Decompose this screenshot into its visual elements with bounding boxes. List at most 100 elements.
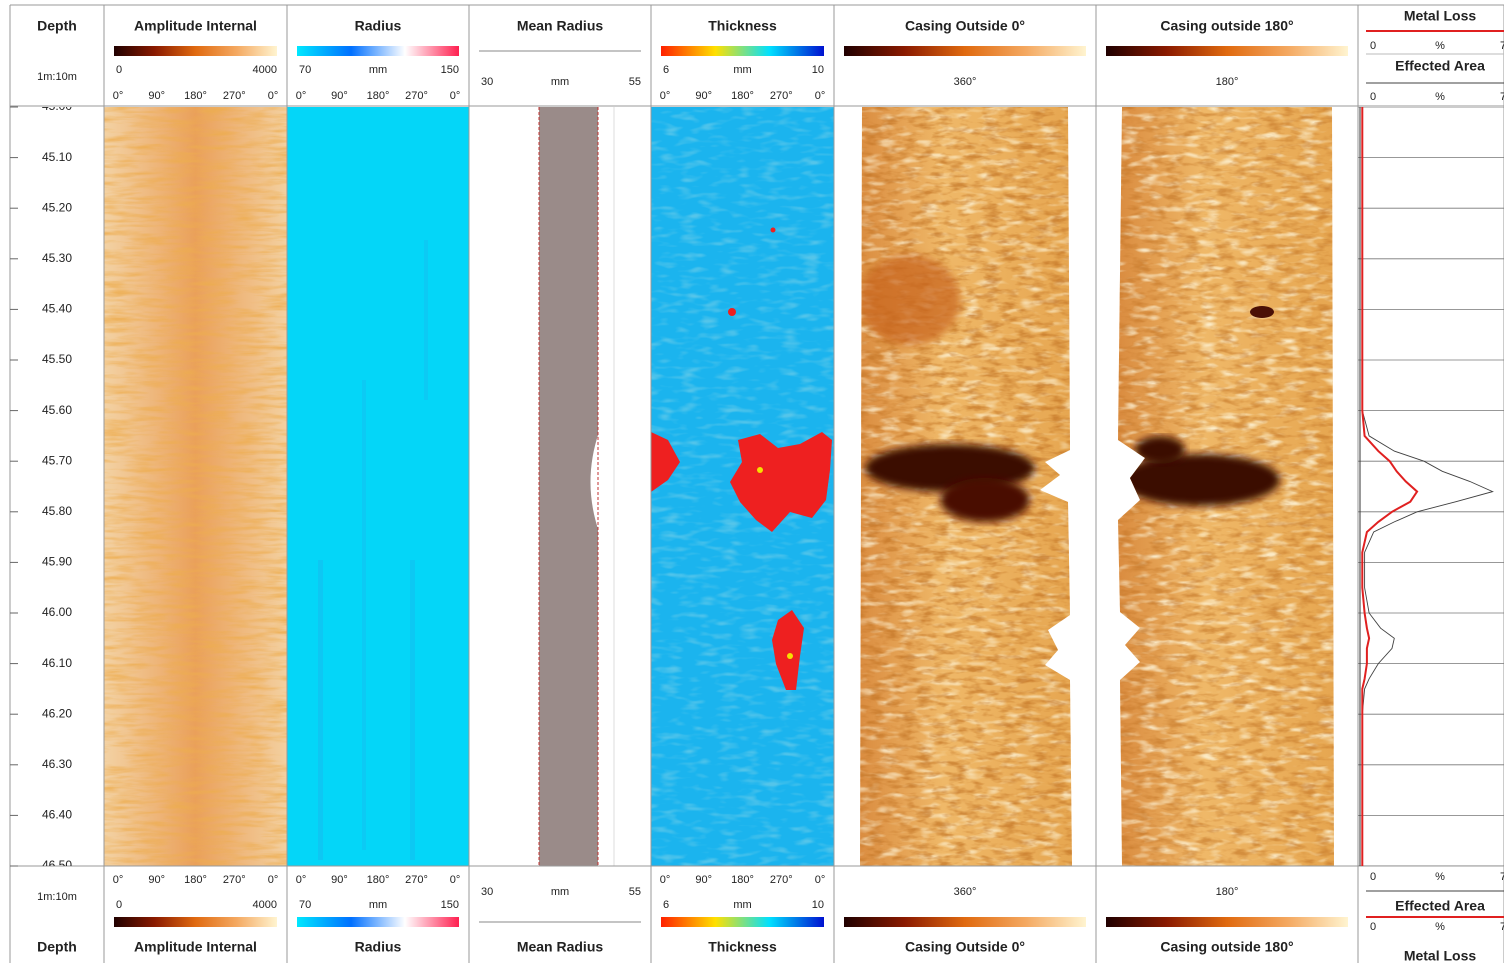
- angle-label: 180°: [184, 90, 207, 102]
- angle-label: 180°: [367, 874, 390, 886]
- angle-label: 90°: [148, 90, 165, 102]
- track-title: Thickness: [708, 939, 777, 955]
- view-label: 180°: [1216, 886, 1239, 898]
- depth-tick-label: 45.80: [42, 504, 72, 518]
- depth-tick-label: 46.10: [42, 656, 72, 670]
- depth-tick-label: 46.30: [42, 757, 72, 771]
- angle-label: 0°: [815, 874, 826, 886]
- angle-label: 0°: [296, 874, 307, 886]
- thickness-defect: [787, 653, 793, 659]
- view-label: 360°: [954, 886, 977, 898]
- scale-unit: mm: [369, 64, 387, 76]
- radius-stripe: [424, 240, 428, 400]
- depth-tick-label: 46.50: [42, 858, 72, 872]
- scale-unit: %: [1435, 40, 1445, 52]
- scale-max: 4000: [253, 64, 277, 76]
- colorbar: [297, 917, 459, 927]
- track-title: Radius: [355, 18, 402, 34]
- scale-unit: mm: [551, 76, 569, 88]
- scale-min: 0: [116, 899, 122, 911]
- scale-unit: mm: [551, 886, 569, 898]
- colorbar: [661, 917, 824, 927]
- depth-labels: 45.00 45.10 45.20 45.30 45.40 45.50 45.60 45.70…: [42, 99, 1504, 872]
- track-title: Casing outside 180°: [1160, 939, 1293, 955]
- radius-stripe: [410, 560, 415, 860]
- depth-tick-label: 46.00: [42, 605, 72, 619]
- scale-unit: mm: [733, 64, 751, 76]
- angle-label: 270°: [223, 90, 246, 102]
- depth-scale: 1m:10m: [37, 71, 77, 83]
- depth-tick-label: 45.00: [42, 99, 72, 113]
- scale-max: 4000: [253, 899, 277, 911]
- scale-max: 10: [812, 899, 824, 911]
- angle-label: 0°: [450, 874, 461, 886]
- scale-unit: mm: [733, 899, 751, 911]
- depth-tick-label: 45.90: [42, 555, 72, 569]
- scale-min: 30: [481, 886, 493, 898]
- thickness-defect: [730, 432, 832, 532]
- track-title: Amplitude Internal: [134, 18, 257, 34]
- casing-180-image: [1118, 107, 1334, 866]
- scale-max: 7: [1500, 91, 1504, 103]
- depth-tick-label: 45.20: [42, 200, 72, 214]
- view-label: 180°: [1216, 76, 1239, 88]
- track-title: Radius: [355, 939, 402, 955]
- depth-tick-label: 45.40: [42, 302, 72, 316]
- legend-title: Metal Loss: [1404, 948, 1477, 963]
- casing-corrosion: [940, 478, 1030, 522]
- frame: [9, 4, 1504, 963]
- scale-unit: %: [1435, 91, 1445, 103]
- track-title: Thickness: [708, 18, 777, 34]
- amplitude-texture: [104, 107, 287, 866]
- track-title: Casing Outside 0°: [905, 939, 1025, 955]
- scale-max: 55: [629, 886, 641, 898]
- colorbar: [1106, 917, 1348, 927]
- thickness-defect: [772, 610, 804, 690]
- track-title: Amplitude Internal: [134, 939, 257, 955]
- amplitude-image: [104, 107, 287, 866]
- thickness-image: [651, 107, 834, 866]
- depth-tick-label: 46.40: [42, 808, 72, 822]
- scale-min: 6: [663, 64, 669, 76]
- angle-label: 270°: [770, 90, 793, 102]
- scale-min: 70: [299, 899, 311, 911]
- depth-tick-label: 45.70: [42, 453, 72, 467]
- scale-max: 150: [441, 899, 459, 911]
- angle-label: 270°: [223, 874, 246, 886]
- mean-radius-image: [538, 107, 615, 866]
- track-title: Casing Outside 0°: [905, 18, 1025, 34]
- scale-unit: %: [1435, 871, 1445, 883]
- angle-label: 270°: [405, 90, 428, 102]
- scale-min: 0: [1370, 40, 1376, 52]
- casing-0-image: [860, 107, 1072, 866]
- angle-label: 90°: [695, 90, 712, 102]
- track-title: Mean Radius: [517, 18, 604, 34]
- scale-max: 55: [629, 76, 641, 88]
- angle-label: 0°: [268, 874, 279, 886]
- angle-label: 90°: [695, 874, 712, 886]
- scale-max: 7: [1500, 871, 1504, 883]
- radius-stripe: [362, 380, 366, 850]
- colorbar: [661, 46, 824, 56]
- track-title: Depth: [37, 18, 77, 34]
- scale-min: 30: [481, 76, 493, 88]
- scale-max: 10: [812, 64, 824, 76]
- thickness-defect: [728, 308, 736, 316]
- angle-label: 0°: [296, 90, 307, 102]
- angle-label: 0°: [268, 90, 279, 102]
- depth-tick-label: 45.10: [42, 150, 72, 164]
- angle-label: 180°: [184, 874, 207, 886]
- colorbar: [844, 917, 1086, 927]
- angle-label: 180°: [367, 90, 390, 102]
- colorbar: [844, 46, 1086, 56]
- legend-title: Effected Area: [1395, 898, 1485, 914]
- scale-min: 0: [116, 64, 122, 76]
- colorbar: [114, 917, 277, 927]
- scale-unit: mm: [369, 899, 387, 911]
- thickness-defect: [770, 227, 776, 233]
- angle-label: 0°: [660, 90, 671, 102]
- depth-tick-label: 45.30: [42, 251, 72, 265]
- casing-corrosion: [1135, 436, 1185, 464]
- angle-label: 0°: [660, 874, 671, 886]
